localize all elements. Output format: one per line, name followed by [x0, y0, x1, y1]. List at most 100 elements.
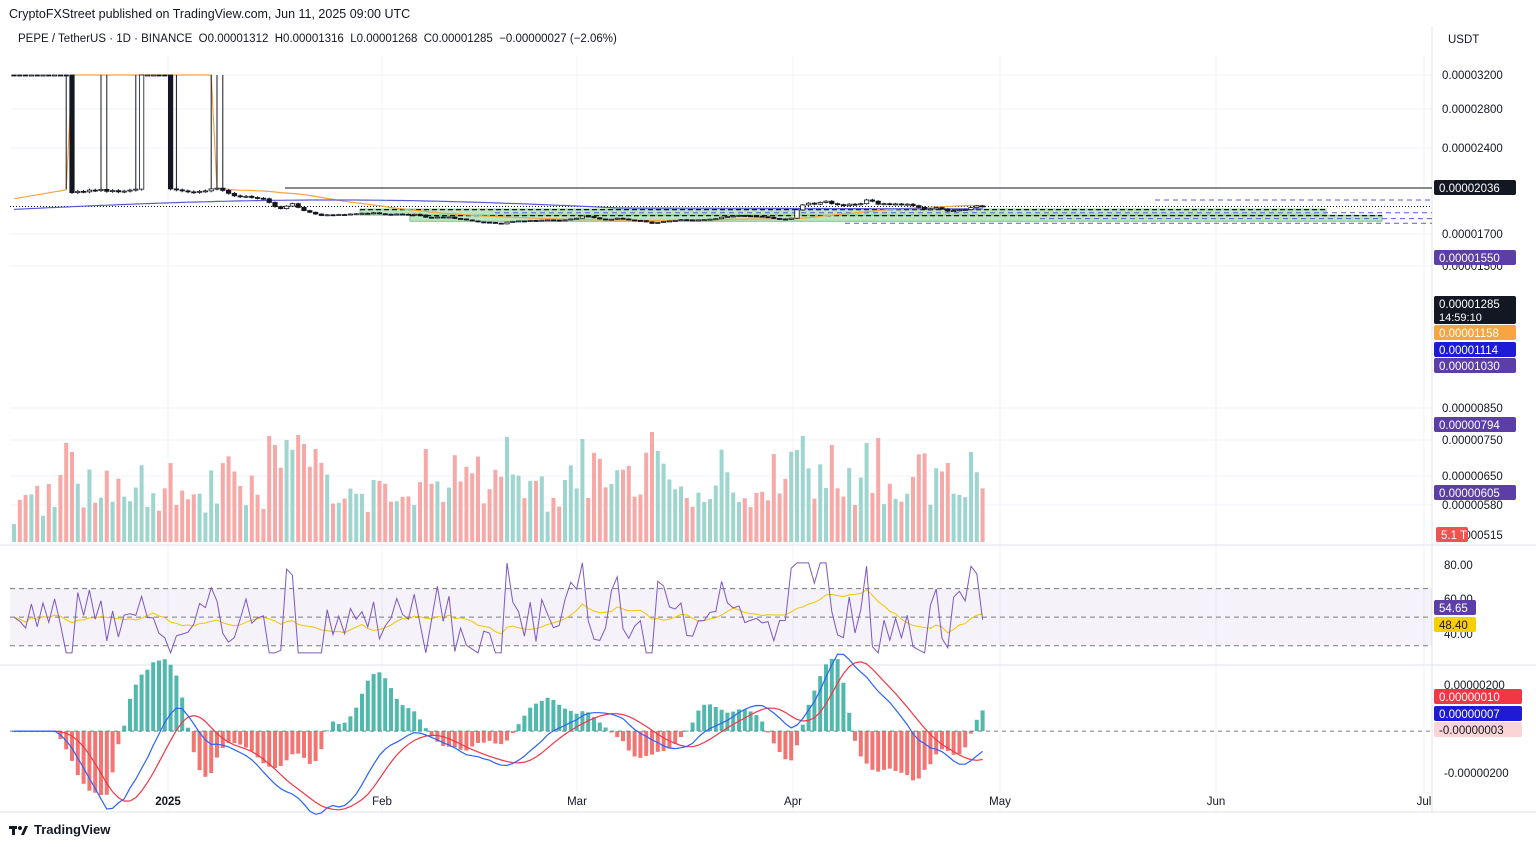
volume-bar	[522, 498, 527, 542]
candle-body	[81, 190, 87, 193]
macd-histogram-bar	[325, 730, 330, 732]
macd-histogram-bar	[597, 722, 602, 732]
candle-body	[179, 189, 185, 192]
candle-body	[835, 203, 841, 206]
tradingview-logo[interactable]: TradingView	[9, 822, 110, 837]
candle-body	[713, 218, 719, 221]
candle-body	[254, 197, 261, 199]
candle-body	[417, 213, 423, 216]
rsi-ma-line	[13, 589, 983, 635]
volume-bar	[168, 463, 173, 542]
volume-bar	[255, 494, 260, 542]
macd-histogram-bar	[905, 731, 910, 776]
candle-body	[527, 220, 533, 222]
macd-histogram-bar	[418, 719, 422, 732]
symbol-name[interactable]: PEPE / TetherUS · 1D · BINANCE	[18, 33, 193, 45]
volume-bar	[429, 483, 434, 542]
volume-label-bg	[1436, 527, 1468, 542]
volume-bar	[731, 492, 736, 542]
volume-bar	[46, 484, 51, 542]
volume-bar	[389, 501, 393, 542]
candle-body	[231, 192, 237, 197]
price-label-bg	[1434, 342, 1516, 357]
rsi-line	[13, 562, 984, 655]
candle-body	[701, 219, 707, 222]
volume-bar	[157, 510, 161, 542]
macd-histogram-bar	[725, 712, 730, 732]
macd-histogram-bar	[394, 699, 399, 732]
volume-bar	[331, 503, 335, 542]
candle-body	[974, 205, 980, 209]
macd-histogram-bar	[829, 658, 834, 732]
candle-body	[191, 191, 197, 194]
candle-body	[922, 206, 928, 210]
macd-histogram-bar	[574, 713, 579, 732]
macd-histogram-bar	[423, 728, 428, 732]
macd-histogram-bar	[603, 727, 608, 732]
volume-bar	[302, 444, 306, 542]
candle-body	[434, 216, 441, 219]
volume-label: 5.1 T	[1441, 530, 1467, 542]
macd-histogram-bar	[563, 708, 567, 732]
macd-histogram-bar	[249, 731, 254, 752]
macd-histogram-bar	[255, 731, 260, 758]
volume-bar	[748, 507, 753, 542]
volume-bar	[186, 499, 190, 542]
candle-body	[858, 203, 864, 206]
macd-value-label-bg	[1434, 722, 1522, 737]
volume-bar	[249, 475, 254, 542]
macd-value-label: 0.00000010	[1439, 692, 1500, 704]
candlesticks	[11, 74, 986, 225]
price-tick-label: 0.00002800	[1442, 104, 1503, 116]
macd-histogram-bar	[876, 731, 881, 772]
candle-body	[17, 74, 23, 77]
volume-bar	[99, 497, 103, 542]
volume-bar	[957, 494, 962, 542]
candle-body	[301, 206, 307, 211]
volume-bar	[348, 488, 353, 542]
candle-body	[655, 222, 661, 224]
macd-histogram-bar	[220, 731, 225, 749]
volume-bar	[615, 470, 620, 542]
volume-bars	[12, 432, 985, 542]
price-label-bg	[1434, 250, 1516, 265]
volume-bar	[41, 515, 45, 542]
volume-bar	[197, 493, 202, 542]
candle-body	[63, 74, 69, 77]
change-value: −0.00000027 (−2.06%)	[499, 33, 617, 45]
candle-body	[307, 210, 313, 213]
macd-histogram-bar	[510, 731, 515, 734]
macd-histogram-bar	[406, 708, 411, 732]
candle-body	[951, 210, 957, 212]
volume-bar	[180, 490, 185, 542]
volume-bar	[922, 453, 927, 542]
candle-body	[794, 209, 800, 219]
macd-histogram-bar	[70, 731, 74, 761]
price-label: 0.00000605	[1439, 488, 1500, 500]
candle-body	[637, 220, 644, 222]
macd-histogram-bar	[684, 730, 689, 732]
macd-histogram-bar	[360, 693, 364, 732]
macd-histogram-bar	[708, 704, 712, 732]
macd-histogram-bar	[534, 703, 538, 732]
volume-bar	[383, 483, 388, 542]
currency-label[interactable]: USDT	[1448, 34, 1480, 46]
candle-body	[736, 215, 742, 217]
macd-histogram-bar	[75, 731, 80, 776]
macd-histogram-bar	[632, 731, 637, 757]
volume-bar	[441, 502, 446, 542]
candle-body	[852, 203, 858, 206]
volume-bar	[481, 503, 486, 542]
macd-histogram-bar	[806, 704, 811, 732]
volume-bar	[209, 470, 214, 542]
volume-bar	[528, 480, 533, 542]
candle-body	[661, 221, 667, 223]
macd-histogram-bar	[441, 731, 446, 746]
macd-histogram-bar	[592, 717, 596, 732]
macd-histogram-bar	[81, 731, 86, 784]
volume-bar	[545, 511, 550, 542]
low-value: L0.00001268	[350, 33, 418, 45]
candle-body	[684, 219, 690, 222]
volume-bar	[568, 465, 573, 542]
